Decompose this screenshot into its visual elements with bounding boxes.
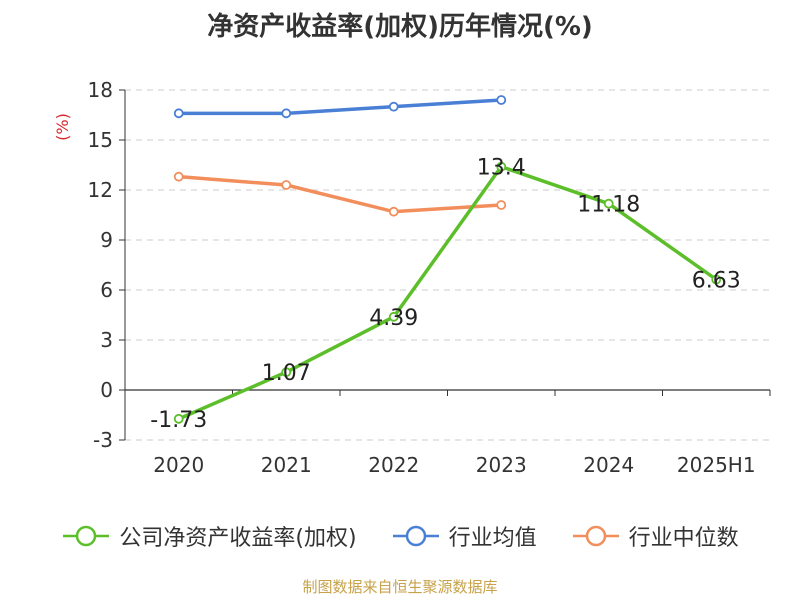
legend-label: 公司净资产收益率(加权) — [119, 526, 357, 551]
legend: 公司净资产收益率(加权) 行业均值 行业中位数 — [0, 520, 800, 552]
data-label: 1.07 — [262, 361, 311, 386]
y-tick-label: -3 — [93, 428, 113, 452]
y-tick-label: 6 — [100, 278, 113, 302]
data-point — [388, 206, 399, 217]
data-point — [281, 180, 292, 190]
axis-layer: -3 0 3 6 9 12 15 18 2020 2021 2022 2023 2024 2025H1 (%… — [53, 78, 771, 477]
data-point — [496, 161, 507, 172]
x-tick-label: 2023 — [476, 453, 527, 477]
data-point — [711, 274, 722, 285]
y-tick-label: 0 — [100, 378, 113, 402]
y-tick-label: 9 — [100, 228, 113, 252]
y-tick-label: 3 — [100, 328, 113, 352]
source-text: 制图数据来自恒生聚源数据库 — [302, 578, 498, 596]
legend-item[interactable]: 行业中位数 — [571, 520, 739, 552]
data-point — [496, 200, 507, 210]
data-point — [496, 95, 507, 105]
data-label: -1.73 — [150, 408, 207, 433]
grid-layer — [125, 89, 770, 441]
series-line — [178, 98, 502, 116]
y-tick-label: 15 — [88, 128, 113, 152]
data-label: 6.63 — [692, 269, 741, 294]
data-point — [281, 367, 292, 378]
x-tick-label: 2025H1 — [677, 453, 756, 477]
data-point — [603, 198, 614, 209]
legend-label: 行业中位数 — [628, 526, 739, 551]
label-layer: -1.73 1.07 4.39 13.4 11.18 6.63 — [150, 156, 740, 433]
data-label: 4.39 — [369, 306, 418, 331]
x-tick-label: 2020 — [153, 453, 204, 477]
data-point — [388, 311, 399, 322]
series-line — [178, 164, 718, 421]
y-tick-label: 12 — [88, 178, 113, 202]
y-axis-label: (%) — [53, 113, 72, 141]
legend-swatch-icon — [572, 525, 619, 547]
legend-swatch-icon — [392, 525, 439, 547]
data-label: 13.4 — [477, 156, 526, 181]
legend-item[interactable]: 行业均值 — [391, 520, 537, 552]
legend-label: 行业均值 — [448, 526, 537, 551]
data-point — [281, 108, 292, 119]
legend-item[interactable]: 公司净资产收益率(加权) — [61, 520, 357, 552]
x-tick-label: 2021 — [261, 453, 312, 477]
series-line — [178, 174, 502, 214]
data-point — [173, 413, 184, 424]
data-label: 11.18 — [577, 193, 640, 218]
x-tick-label: 2024 — [583, 453, 634, 477]
chart-title: 净资产收益率(加权)历年情况(%) — [207, 12, 593, 42]
data-point — [388, 101, 399, 112]
y-tick-label: 18 — [88, 78, 113, 102]
x-tick-label: 2022 — [368, 453, 419, 477]
data-point — [173, 108, 184, 119]
legend-swatch-icon — [63, 525, 110, 547]
data-point — [173, 171, 184, 182]
series-layer — [173, 95, 722, 424]
